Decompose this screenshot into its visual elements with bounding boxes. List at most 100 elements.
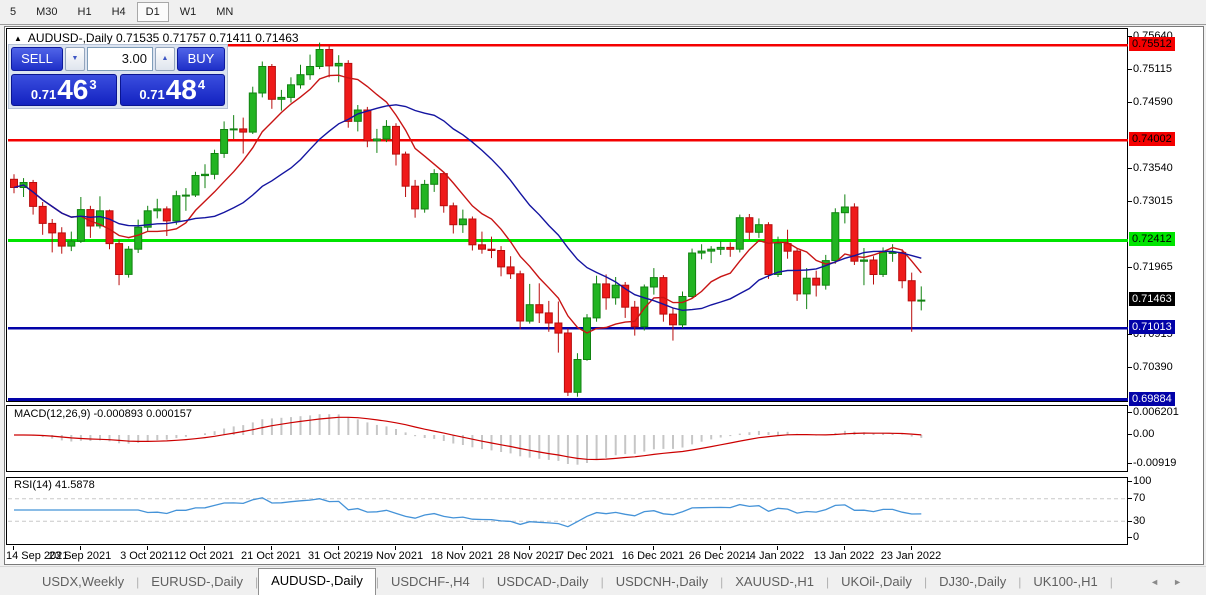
rsi-axis-label: 0 <box>1133 531 1140 543</box>
sell-price-box[interactable]: 0.71 46 3 <box>11 74 117 106</box>
price-tick-mark <box>1128 201 1132 202</box>
buy-price-prefix: 0.71 <box>139 87 165 102</box>
macd-axis-label: 0.00 <box>1133 428 1155 440</box>
macd-tick-mark <box>1128 434 1132 435</box>
date-tick-label: 13 Jan 2022 <box>813 550 875 562</box>
volume-input[interactable]: 3.00 <box>87 47 153 71</box>
rsi-axis-label: 70 <box>1133 492 1146 504</box>
date-tick-label: 23 Sep 2021 <box>48 550 112 562</box>
tab-separator: | <box>1109 575 1113 589</box>
price-level-label: 0.75512 <box>1129 37 1175 51</box>
rsi-line <box>8 497 1128 528</box>
date-tick-mark <box>395 546 396 550</box>
date-tick-label: 3 Oct 2021 <box>120 550 174 562</box>
tab-separator: | <box>720 575 724 589</box>
date-tick-mark <box>844 546 845 550</box>
macd-tick-mark <box>1128 412 1132 413</box>
trade-panel-controls: SELL ▼ 3.00 ▲ BUY <box>11 47 225 71</box>
date-tick-mark <box>720 546 721 550</box>
macd-axis-label: -0.00919 <box>1133 457 1177 469</box>
chart-symbol-title: AUDUSD-,Daily <box>27 31 113 45</box>
rsi-tick-mark <box>1128 481 1132 482</box>
tab-uk100-h1[interactable]: UK100-,H1 <box>1033 574 1098 589</box>
date-tick-label: 26 Dec 2021 <box>688 550 752 562</box>
tab-usdcnh-daily[interactable]: USDCNH-,Daily <box>615 574 709 589</box>
price-tick-mark <box>1128 36 1132 37</box>
rsi-axis-label: 30 <box>1133 515 1146 527</box>
timeframe-button-h4[interactable]: H4 <box>111 6 126 18</box>
trade-panel-prices: 0.71 46 3 0.71 48 4 <box>11 74 225 106</box>
date-tick-label: 12 Oct 2021 <box>174 550 234 562</box>
price-level-label: 0.71013 <box>1129 320 1175 334</box>
tab-audusd-daily[interactable]: AUDUSD-,Daily <box>258 568 376 595</box>
price-level-label: 0.71463 <box>1129 292 1175 306</box>
tab-separator: | <box>481 575 485 589</box>
buy-price-big: 48 <box>165 74 197 105</box>
timeframe-button-w1[interactable]: W1 <box>179 6 197 18</box>
timeframe-button-5[interactable]: 5 <box>10 6 17 18</box>
sell-price-prefix: 0.71 <box>30 87 57 102</box>
rsi-indicator-label: RSI(14) 41.5878 <box>14 479 95 491</box>
rsi-tick-mark <box>1128 537 1132 538</box>
macd-indicator-label: MACD(12,26,9) -0.000893 0.000157 <box>14 408 192 420</box>
timeframe-buttons: 5 M30 H1 H4 D1 W1 MN <box>0 2 243 22</box>
tab-separator: | <box>254 575 259 589</box>
tab-ukoil-daily[interactable]: UKOil-,Daily <box>841 574 912 589</box>
tab-separator: | <box>1018 575 1022 589</box>
rsi-tick-mark <box>1128 521 1132 522</box>
date-tick-label: 14 Sep 2021 <box>6 550 69 562</box>
date-tick-label: 31 Oct 2021 <box>308 550 368 562</box>
tab-eurusd-daily[interactable]: EURUSD-,Daily <box>151 574 243 589</box>
price-tick-label: 0.75115 <box>1133 63 1172 75</box>
sell-button[interactable]: SELL <box>11 47 63 71</box>
price-tick-label: 0.73540 <box>1133 162 1173 174</box>
price-tick-mark <box>1128 168 1132 169</box>
spin-down-icon: ▼ <box>71 55 79 62</box>
timeframe-button-mn[interactable]: MN <box>216 6 234 18</box>
timeframe-button-d1[interactable]: D1 <box>136 2 169 22</box>
tab-usdchf-h4[interactable]: USDCHF-,H4 <box>390 574 470 589</box>
buy-price-sup: 4 <box>197 77 206 92</box>
date-tick-label: 7 Dec 2021 <box>557 550 615 562</box>
macd-histogram <box>14 414 923 465</box>
date-tick-mark <box>271 546 272 550</box>
chart-title-bar: ▲ AUDUSD-,Daily 0.71535 0.71757 0.71411 0… <box>14 31 299 45</box>
macd-pane[interactable] <box>6 405 1128 472</box>
tab-usdcad-daily[interactable]: USDCAD-,Daily <box>496 574 589 589</box>
chart-tabs: USDX,Weekly | EURUSD-,Daily | AUDUSD-,Daily |… <box>30 568 1113 595</box>
timeframe-button-m30[interactable]: M30 <box>36 6 58 18</box>
volume-increase-button[interactable]: ▲ <box>155 47 175 71</box>
tab-xauusd-h1[interactable]: XAUUSD-,H1 <box>735 574 815 589</box>
candlestick-chart <box>8 42 1128 402</box>
rsi-axis-label: 100 <box>1133 475 1152 487</box>
tab-scroll-arrows: ◄► <box>1150 577 1196 587</box>
tab-separator: | <box>136 575 140 589</box>
price-tick-label: 0.71965 <box>1133 261 1173 273</box>
volume-decrease-button[interactable]: ▼ <box>65 47 85 71</box>
one-click-trade-panel: SELL ▼ 3.00 ▲ BUY 0.71 46 3 0.71 48 4 <box>8 44 228 109</box>
macd-tick-mark <box>1128 463 1132 464</box>
rsi-tick-mark <box>1128 498 1132 499</box>
price-tick-mark <box>1128 267 1132 268</box>
tab-dj30-daily[interactable]: DJ30-,Daily <box>939 574 1007 589</box>
date-tick-label: 21 Oct 2021 <box>241 550 301 562</box>
price-level-label: 0.72412 <box>1129 232 1175 246</box>
date-tick-mark <box>338 546 339 550</box>
price-tick-mark <box>1128 334 1132 335</box>
tab-usdx-weekly[interactable]: USDX,Weekly <box>42 574 125 589</box>
buy-price-box[interactable]: 0.71 48 4 <box>119 74 225 106</box>
collapse-triangle-icon[interactable]: ▲ <box>14 34 22 43</box>
tab-separator: | <box>826 575 830 589</box>
date-tick-mark <box>147 546 148 550</box>
tab-scroll-right-icon[interactable]: ► <box>1173 577 1196 587</box>
date-tick-label: 4 Jan 2022 <box>749 550 805 562</box>
buy-button[interactable]: BUY <box>177 47 225 71</box>
macd-axis-label: 0.006201 <box>1133 406 1179 418</box>
timeframe-button-h1[interactable]: H1 <box>77 6 92 18</box>
price-tick-mark <box>1128 69 1132 70</box>
tab-scroll-left-icon[interactable]: ◄ <box>1150 577 1174 587</box>
spin-up-icon: ▲ <box>161 55 169 62</box>
rsi-pane[interactable] <box>6 477 1128 545</box>
price-tick-label: 0.73015 <box>1133 195 1173 207</box>
timeframe-toolbar: 5 M30 H1 H4 D1 W1 MN <box>0 0 1206 25</box>
